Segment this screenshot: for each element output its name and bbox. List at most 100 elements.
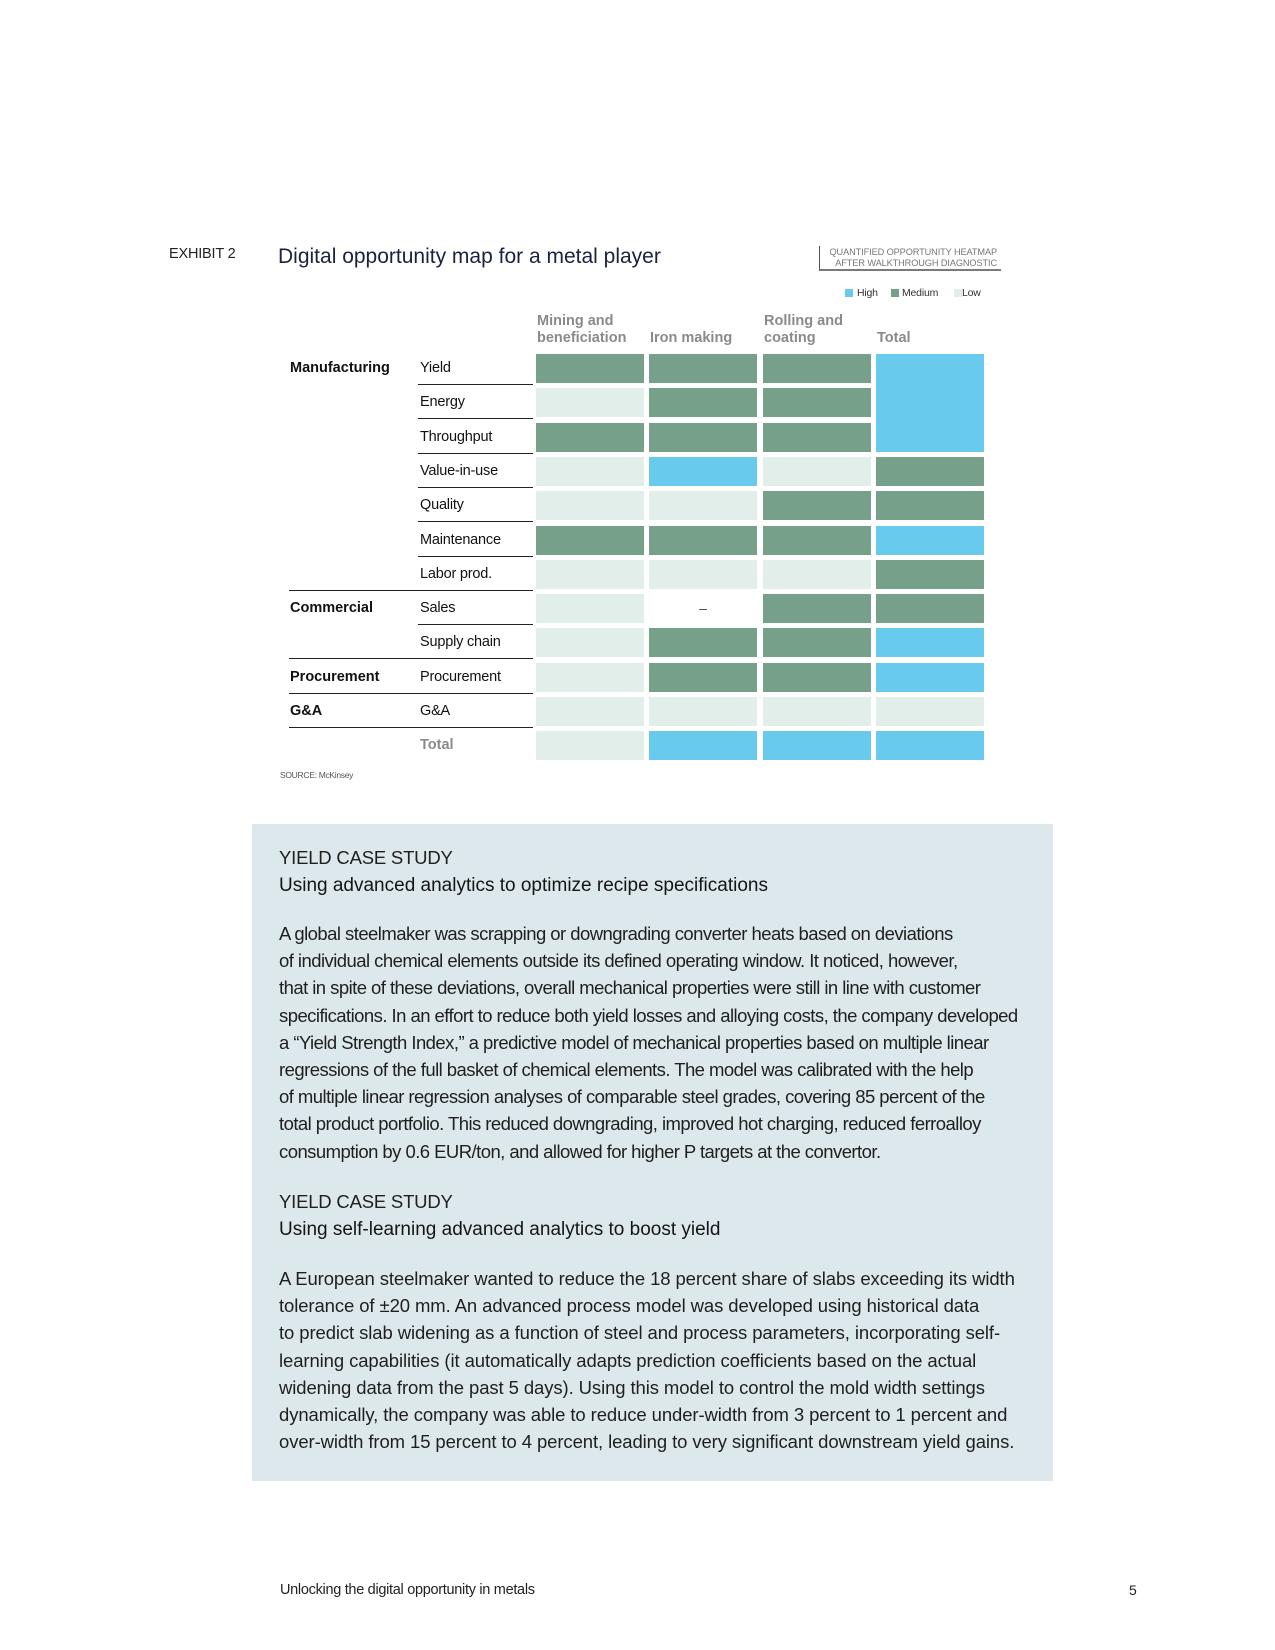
row-divider (289, 590, 533, 591)
heatmap-cell: – (699, 600, 707, 616)
heatmap-cell (536, 731, 644, 760)
heatmap-cell (649, 354, 757, 383)
row-label: Sales (420, 600, 456, 616)
row-divider (418, 418, 533, 419)
row-label: Value-in-use (420, 463, 498, 479)
case-study-line: of multiple linear regression analyses o… (279, 1086, 985, 1108)
row-divider (418, 521, 533, 522)
row-label: Procurement (420, 669, 501, 685)
case-study: YIELD CASE STUDY Using advanced analytic… (279, 844, 1049, 1165)
heatmap-cell (876, 354, 984, 388)
heatmap-cell (536, 526, 644, 555)
case-study-line: a “Yield Strength Index,” a predictive m… (279, 1031, 989, 1053)
case-study-line: to predict slab widening as a function o… (279, 1322, 1001, 1344)
row-label: Supply chain (420, 634, 501, 650)
heatmap-cell (649, 628, 757, 657)
heatmap-cell (649, 663, 757, 692)
heatmap-cell (876, 491, 984, 520)
heatmap-cell (649, 697, 757, 726)
row-label: Labor prod. (420, 566, 492, 582)
case-study-title: Using self-learning advanced analytics t… (279, 1219, 721, 1240)
row-divider (418, 487, 533, 488)
heatmap-cell (649, 388, 757, 417)
heatmap-cell (876, 628, 984, 657)
heatmap-cell (649, 423, 757, 452)
heatmap-cell (763, 731, 871, 760)
row-label: Maintenance (420, 532, 501, 548)
heatmap-cell (763, 697, 871, 726)
legend-label-medium: Medium (902, 287, 939, 299)
heatmap-cell (876, 423, 984, 452)
heatmap-cell (536, 388, 644, 417)
column-header: Rolling and coating (764, 300, 872, 347)
heatmap-cell (763, 491, 871, 520)
case-study-line: widening data from the past 5 days). Usi… (279, 1376, 985, 1398)
heatmap-cell (763, 663, 871, 692)
heatmap-cell (876, 731, 984, 760)
heatmap-cell (876, 388, 984, 423)
case-study-line: learning capabilities (it automatically … (279, 1349, 977, 1371)
legend-label-high: High (857, 287, 878, 299)
heatmap-cell (536, 697, 644, 726)
heatmap-cell (536, 423, 644, 452)
row-divider (289, 727, 533, 728)
source-note: SOURCE: McKinsey (280, 770, 354, 780)
heatmap-cell (649, 526, 757, 555)
exhibit-label: EXHIBIT 2 (169, 246, 236, 262)
heatmap-cell (763, 526, 871, 555)
heatmap-cell (876, 457, 984, 486)
row-divider (418, 384, 533, 385)
row-divider (418, 556, 533, 557)
column-header: Iron making (650, 300, 758, 347)
row-divider (418, 453, 533, 454)
heatmap-cell (536, 663, 644, 692)
row-group-label: Procurement (290, 669, 380, 685)
case-study-line: tolerance of ±20 mm. An advanced process… (279, 1295, 980, 1317)
heatmap-cell (649, 457, 757, 486)
row-group-label: Manufacturing (290, 360, 390, 376)
case-study-body: A global steelmaker was scrapping or dow… (279, 920, 1049, 1165)
legend-swatch-high (845, 289, 853, 297)
heatmap-cell (649, 491, 757, 520)
heatmap-cell (536, 354, 644, 383)
case-study-line: A global steelmaker was scrapping or dow… (279, 923, 953, 944)
case-study-line: dynamically, the company was able to red… (279, 1403, 1008, 1425)
heatmap-cell (763, 423, 871, 452)
heatmap-cell (876, 663, 984, 692)
heatmap-cell (876, 560, 984, 589)
heatmap-cell (876, 526, 984, 555)
row-label: Total (420, 737, 454, 753)
row-divider (289, 693, 533, 694)
heatmap-cell (763, 354, 871, 383)
legend-swatch-low (954, 289, 962, 297)
row-label: Yield (420, 360, 451, 376)
heatmap: Mining and beneficiation Iron making Rolli… (0, 0, 1275, 780)
heatmap-cell (536, 457, 644, 486)
case-study-kicker: YIELD CASE STUDY (279, 847, 453, 868)
row-label: Quality (420, 497, 464, 513)
case-study-kicker: YIELD CASE STUDY (279, 1191, 453, 1212)
column-header: Mining and beneficiation (537, 300, 645, 347)
heatmap-cell (763, 560, 871, 589)
row-divider (418, 624, 533, 625)
case-study-line: of individual chemical elements outside … (279, 950, 958, 972)
heatmap-cell (763, 457, 871, 486)
heatmap-cell (536, 594, 644, 623)
heatmap-tag-line: QUANTIFIED OPPORTUNITY HEATMAP (829, 247, 998, 257)
case-study-line: total product portfolio. This reduced do… (279, 1113, 981, 1135)
heatmap-cell (536, 491, 644, 520)
row-label: Throughput (420, 429, 493, 445)
column-header-label: Total (877, 330, 911, 346)
case-study-line: regressions of the full basket of chemic… (279, 1058, 974, 1080)
column-header: Total (877, 300, 985, 347)
heatmap-cell (536, 628, 644, 657)
heatmap-tag-line: AFTER WALKTHROUGH DIAGNOSTIC (835, 257, 997, 268)
row-label: G&A (420, 703, 451, 719)
heatmap-cell (763, 628, 871, 657)
column-header-label: Rolling and coating (764, 313, 843, 346)
row-group-label: Commercial (290, 600, 374, 616)
row-label: Energy (420, 394, 465, 410)
footer-publication-title: Unlocking the digital opportunity in met… (280, 1582, 535, 1598)
heatmap-cell (536, 560, 644, 589)
